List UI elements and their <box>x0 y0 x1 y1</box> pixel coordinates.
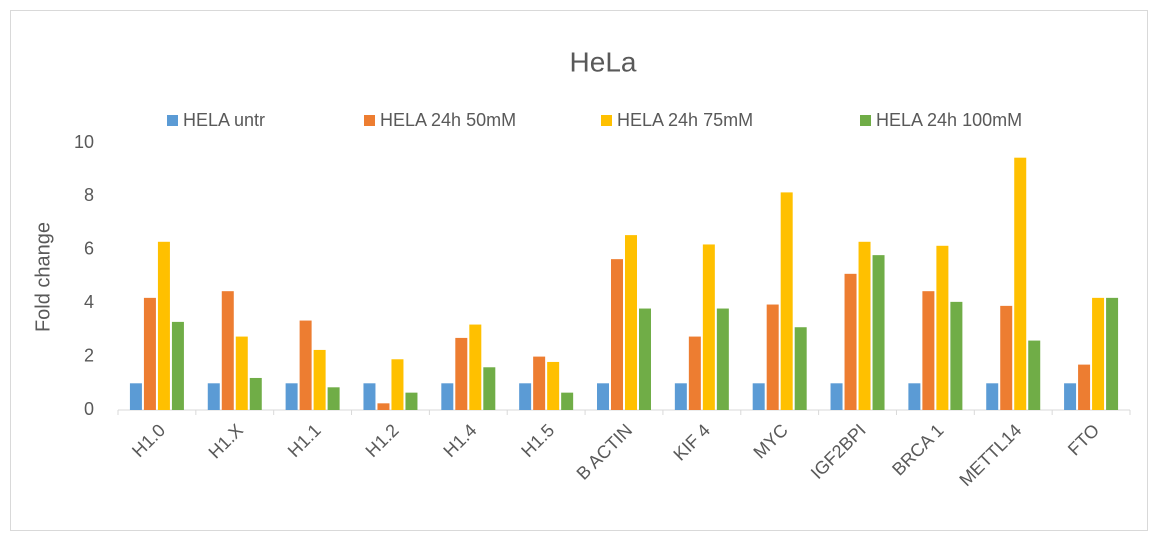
y-tick-label: 6 <box>84 239 94 259</box>
bar <box>639 308 651 410</box>
bar <box>313 349 326 410</box>
bar <box>249 377 262 410</box>
bar <box>235 336 248 410</box>
bar <box>611 259 623 410</box>
bar <box>405 392 418 410</box>
bar <box>483 367 496 410</box>
bar <box>285 383 298 410</box>
bar <box>1106 297 1119 410</box>
bar <box>561 392 574 410</box>
bar <box>1000 305 1013 410</box>
bar <box>171 321 184 410</box>
legend-swatch <box>167 115 178 126</box>
y-tick-label: 8 <box>84 185 94 205</box>
y-tick-label: 10 <box>74 132 94 152</box>
bar <box>547 361 560 410</box>
bar <box>872 255 885 410</box>
bar <box>441 383 454 410</box>
legend-swatch <box>601 115 612 126</box>
bar <box>1064 383 1077 410</box>
bar <box>752 383 765 410</box>
bar <box>533 356 546 410</box>
legend-swatch <box>860 115 871 126</box>
bar <box>688 336 701 410</box>
bar <box>716 308 729 410</box>
bar <box>221 291 234 410</box>
bar <box>597 383 609 410</box>
bar <box>455 337 468 410</box>
bar <box>207 383 220 410</box>
y-tick-label: 4 <box>84 292 94 312</box>
y-axis-label: Fold change <box>32 222 54 332</box>
bar <box>702 244 715 410</box>
chart-title: HeLa <box>570 46 637 77</box>
bar <box>327 387 340 410</box>
bar <box>1028 340 1041 410</box>
legend-label: HELA 24h 100mM <box>876 110 1022 130</box>
bar <box>780 192 793 410</box>
bar <box>794 327 807 410</box>
bar <box>766 304 779 410</box>
bar <box>844 273 857 410</box>
legend-label: HELA untr <box>183 110 265 130</box>
chart-border <box>10 10 1148 531</box>
legend-swatch <box>364 115 375 126</box>
bar <box>469 324 482 410</box>
bar <box>129 383 142 410</box>
legend-label: HELA 24h 50mM <box>380 110 516 130</box>
bar <box>363 383 376 410</box>
bar <box>922 291 935 410</box>
bar <box>950 301 963 410</box>
bar <box>1078 364 1091 410</box>
bar <box>157 241 170 410</box>
bar <box>391 359 404 410</box>
bar <box>1014 157 1027 410</box>
bar <box>674 383 687 410</box>
bar <box>299 320 312 410</box>
bar <box>519 383 532 410</box>
legend-label: HELA 24h 75mM <box>617 110 753 130</box>
bar <box>858 241 871 410</box>
y-tick-label: 0 <box>84 399 94 419</box>
bar <box>1092 297 1105 410</box>
bar <box>936 245 949 410</box>
bar <box>143 297 156 410</box>
bar <box>625 235 637 410</box>
bar <box>830 383 843 410</box>
y-tick-label: 2 <box>84 345 94 365</box>
bar <box>377 403 390 410</box>
bar <box>908 383 921 410</box>
bar <box>986 383 999 410</box>
